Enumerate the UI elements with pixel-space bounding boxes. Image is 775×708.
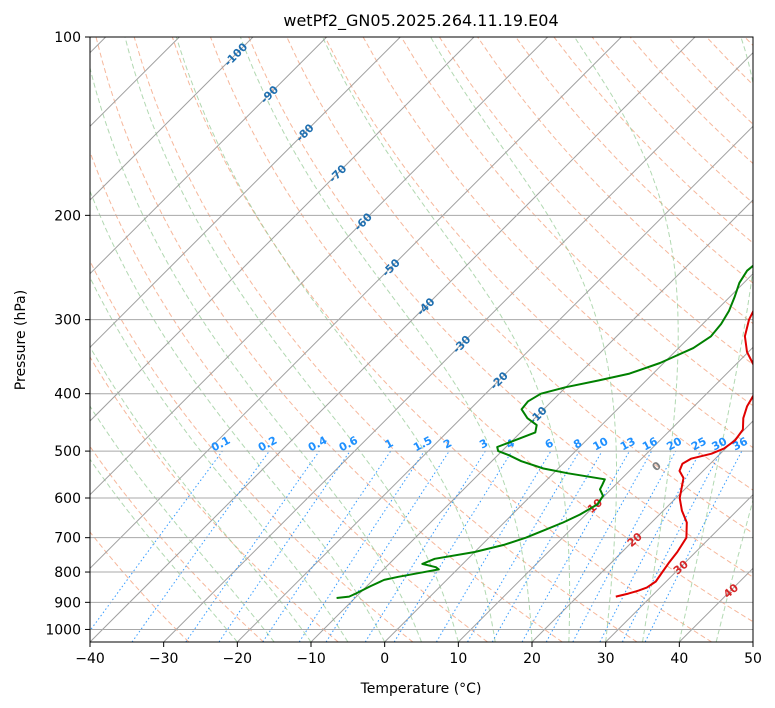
y-tick-label: 400 xyxy=(54,387,81,403)
dry-adiabat-line xyxy=(171,37,712,642)
moist-adiabat-line xyxy=(239,37,533,642)
isotherm-line xyxy=(605,493,753,642)
dry-adiabat-line xyxy=(515,37,753,284)
x-axis-ticks: −40 −30 −20 −10 0 10 20 30 40 50 xyxy=(75,642,762,667)
y-tick-label: 1000 xyxy=(45,622,81,638)
y-tick-label: 600 xyxy=(54,491,81,507)
y-axis-label: Pressure (hPa) xyxy=(13,290,29,390)
isotherm-line xyxy=(531,420,753,642)
mixing-ratio-line xyxy=(521,450,630,642)
x-tick-label: 30 xyxy=(597,651,615,667)
mixing-ratio-line xyxy=(298,450,425,642)
dry-adiabat-line xyxy=(400,37,753,407)
dry-adiabat-line xyxy=(90,150,488,642)
mixing-ratio-line xyxy=(218,450,351,642)
mixing-ratio-label: 16 xyxy=(640,435,660,454)
x-tick-label: −30 xyxy=(149,651,179,667)
y-tick-label: 100 xyxy=(54,30,81,46)
isotherm-line xyxy=(90,37,622,570)
mixing-ratio-line xyxy=(644,450,743,642)
mixing-ratio-line xyxy=(393,450,513,642)
x-tick-label: 50 xyxy=(744,651,762,667)
dry-adiabat-line xyxy=(133,37,638,642)
isotherm-line xyxy=(163,51,753,642)
dry-adiabat-line xyxy=(90,445,264,642)
plot-frame xyxy=(89,36,754,643)
x-tick-label: −20 xyxy=(223,651,253,667)
temperature-profile xyxy=(615,309,753,598)
y-tick-label: 700 xyxy=(54,531,81,547)
isotherm-line xyxy=(90,37,328,275)
moist-adiabat-line xyxy=(90,458,238,642)
chart-title: wetPf2_GN05.2025.264.11.19.E04 xyxy=(283,11,558,31)
isotherm-line xyxy=(384,272,753,642)
y-axis-ticks: 100 200 300 400 500 600 700 800 900 1000 xyxy=(45,30,90,638)
moist-adiabat-line xyxy=(124,37,459,642)
moist-adiabat-line xyxy=(175,37,496,642)
mixing-ratio-label: 25 xyxy=(689,435,709,454)
dry-adiabat-line xyxy=(248,37,753,578)
dry-adiabat-line xyxy=(90,531,190,642)
background-lines xyxy=(90,37,753,642)
mixing-ratio-label: 10 xyxy=(591,435,611,454)
mixing-ratio-line xyxy=(185,450,320,642)
isotherm-line xyxy=(310,199,753,642)
x-axis-label: Temperature (°C) xyxy=(360,681,482,697)
isotherm-line xyxy=(90,37,254,201)
moist-adiabat-line xyxy=(678,37,753,642)
moist-adiabat-line xyxy=(90,189,386,642)
moist-adiabat-line xyxy=(90,65,422,642)
isotherm-line xyxy=(90,37,549,496)
moist-adiabat-line xyxy=(90,276,349,642)
y-tick-label: 500 xyxy=(54,444,81,460)
moist-adiabat-line xyxy=(574,37,679,642)
mixing-ratio-line xyxy=(572,450,677,642)
x-tick-label: 20 xyxy=(523,651,541,667)
dewpoint-profile xyxy=(336,264,753,599)
isotherm-line xyxy=(236,125,753,642)
y-tick-label: 900 xyxy=(54,595,81,611)
x-tick-label: −40 xyxy=(75,651,105,667)
mixing-ratio-line xyxy=(131,450,270,642)
mixing-ratio-label: 13 xyxy=(618,435,638,454)
dry-adiabat-line xyxy=(324,37,753,491)
moist-adiabat-line xyxy=(715,498,753,642)
y-tick-label: 800 xyxy=(54,565,81,581)
mixing-ratio-label: 20 xyxy=(664,435,684,454)
moist-adiabat-line xyxy=(322,37,571,642)
y-tick-label: 200 xyxy=(54,208,81,224)
x-tick-label: 40 xyxy=(670,651,688,667)
y-tick-label: 300 xyxy=(54,313,81,329)
mixing-ratio-line xyxy=(90,450,223,632)
isotherm-line xyxy=(90,37,696,642)
mixing-ratio-line xyxy=(325,450,450,642)
dry-adiabat-line xyxy=(438,37,753,366)
moist-adiabat-line xyxy=(90,405,275,642)
mixing-ratio-line xyxy=(545,450,653,642)
mixing-ratio-line xyxy=(262,450,392,642)
isotherm-line xyxy=(90,37,475,422)
dry-adiabat-line xyxy=(90,356,339,642)
x-tick-label: −10 xyxy=(296,651,326,667)
dry-adiabat-line xyxy=(95,37,563,642)
dry-adiabat-line xyxy=(210,37,753,623)
isotherm-line xyxy=(457,346,753,642)
x-tick-label: 0 xyxy=(380,651,389,667)
isotherm-line xyxy=(90,37,401,349)
profiles xyxy=(336,264,753,599)
moist-adiabat-line xyxy=(430,37,617,642)
x-tick-label: 10 xyxy=(449,651,467,667)
